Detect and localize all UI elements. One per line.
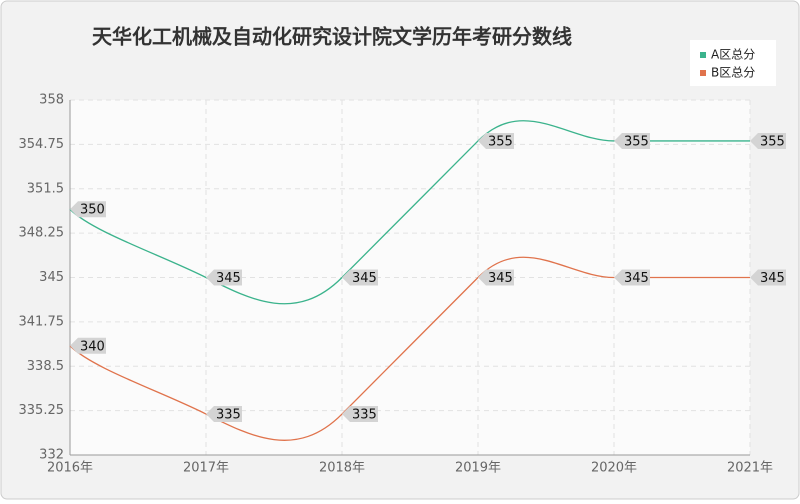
x-tick-label: 2020年 xyxy=(591,461,637,476)
data-label: 345 xyxy=(760,271,785,286)
legend-label: A区总分 xyxy=(711,48,755,62)
y-tick-label: 351.5 xyxy=(27,181,64,196)
y-tick-label: 345 xyxy=(39,270,64,285)
y-tick-label: 332 xyxy=(39,448,64,463)
legend-marker xyxy=(700,70,706,76)
data-label: 345 xyxy=(216,271,241,286)
data-label-bg xyxy=(342,269,378,286)
data-label: 345 xyxy=(624,271,649,286)
data-label: 355 xyxy=(624,134,649,149)
data-label-bg xyxy=(614,132,650,149)
data-label-bg xyxy=(342,406,378,423)
x-tick-label: 2019年 xyxy=(455,461,501,476)
data-label-bg xyxy=(206,406,242,423)
y-tick-label: 335.25 xyxy=(19,403,65,418)
data-label-bg xyxy=(614,269,650,286)
data-label: 355 xyxy=(488,134,513,149)
y-tick-label: 354.75 xyxy=(19,137,65,152)
data-label-bg xyxy=(750,132,786,149)
data-label: 340 xyxy=(80,339,105,354)
y-tick-label: 348.25 xyxy=(19,226,65,241)
y-tick-label: 358 xyxy=(39,93,64,108)
data-label-bg xyxy=(750,269,786,286)
x-tick-label: 2017年 xyxy=(183,461,229,476)
data-label: 355 xyxy=(760,134,785,149)
data-label: 345 xyxy=(488,271,513,286)
chart-title: 天华化工机械及自动化研究设计院文学历年考研分数线 xyxy=(92,25,572,49)
legend-marker xyxy=(700,52,706,58)
data-label-bg xyxy=(478,269,514,286)
data-label-bg xyxy=(70,337,106,354)
data-label: 335 xyxy=(216,408,241,423)
data-label-bg xyxy=(206,269,242,286)
x-tick-label: 2018年 xyxy=(319,461,365,476)
data-label: 335 xyxy=(352,408,377,423)
y-tick-label: 341.75 xyxy=(19,314,65,329)
data-label-bg xyxy=(478,132,514,149)
data-label: 345 xyxy=(352,271,377,286)
legend-box xyxy=(690,40,776,86)
x-tick-label: 2021年 xyxy=(727,461,773,476)
y-tick-label: 338.5 xyxy=(27,359,64,374)
data-label-bg xyxy=(70,201,106,218)
x-tick-label: 2016年 xyxy=(47,461,93,476)
data-label: 350 xyxy=(80,203,105,218)
legend-label: B区总分 xyxy=(711,66,755,80)
